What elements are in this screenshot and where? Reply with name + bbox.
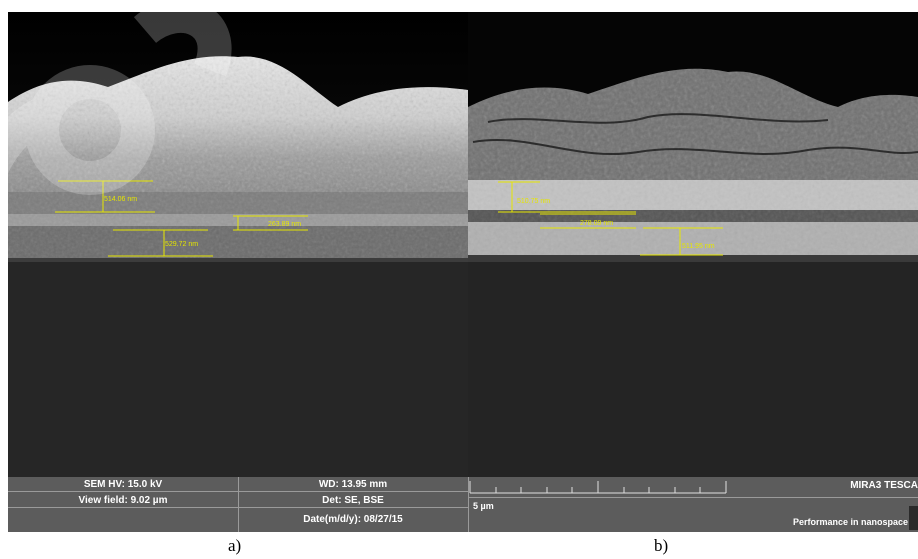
view-field-readout: View field: 9.02 µm [78, 495, 168, 506]
detector-readout: Det: SE, BSE [322, 495, 384, 506]
measure-lines-a [55, 180, 308, 257]
caption-b: b) [654, 536, 669, 555]
tagline-label: Performance in nanospace [792, 517, 908, 527]
measurement-label: 263.89 nm [268, 221, 302, 228]
measurement-label: 529.72 nm [165, 241, 199, 248]
date-readout: Date(m/d/y): 08/27/15 [303, 514, 403, 525]
hv-readout: SEM HV: 15.0 kV [83, 479, 163, 490]
measurement-label: 514.06 nm [104, 196, 138, 203]
measure-lines-b [498, 181, 723, 256]
wd-readout: WD: 13.95 mm [318, 479, 388, 490]
sem-info-bar: SEM HV: 15.0 kV View field: 9.02 µm WD: … [8, 477, 918, 532]
divider [468, 477, 469, 532]
brand-label: MIRA3 TESCA [850, 480, 918, 491]
scale-label: 5 µm [473, 501, 494, 511]
logo-icon [909, 506, 918, 530]
sem-image-a-graphic [8, 12, 468, 477]
divider [468, 497, 918, 498]
sem-image-b: 510.75 nm 278.09 nm 511.95 nm [468, 12, 918, 477]
divider [238, 477, 239, 532]
measurement-label: 510.75 nm [517, 198, 551, 205]
caption-a: a) [228, 536, 242, 555]
sem-image-b-graphic [468, 12, 918, 477]
sem-image-a: 514.06 nm 263.89 nm 529.72 nm [8, 12, 468, 477]
measurement-label: 511.95 nm [682, 243, 715, 250]
measurement-label: 278.09 nm [580, 220, 614, 227]
scale-bar [469, 481, 727, 494]
